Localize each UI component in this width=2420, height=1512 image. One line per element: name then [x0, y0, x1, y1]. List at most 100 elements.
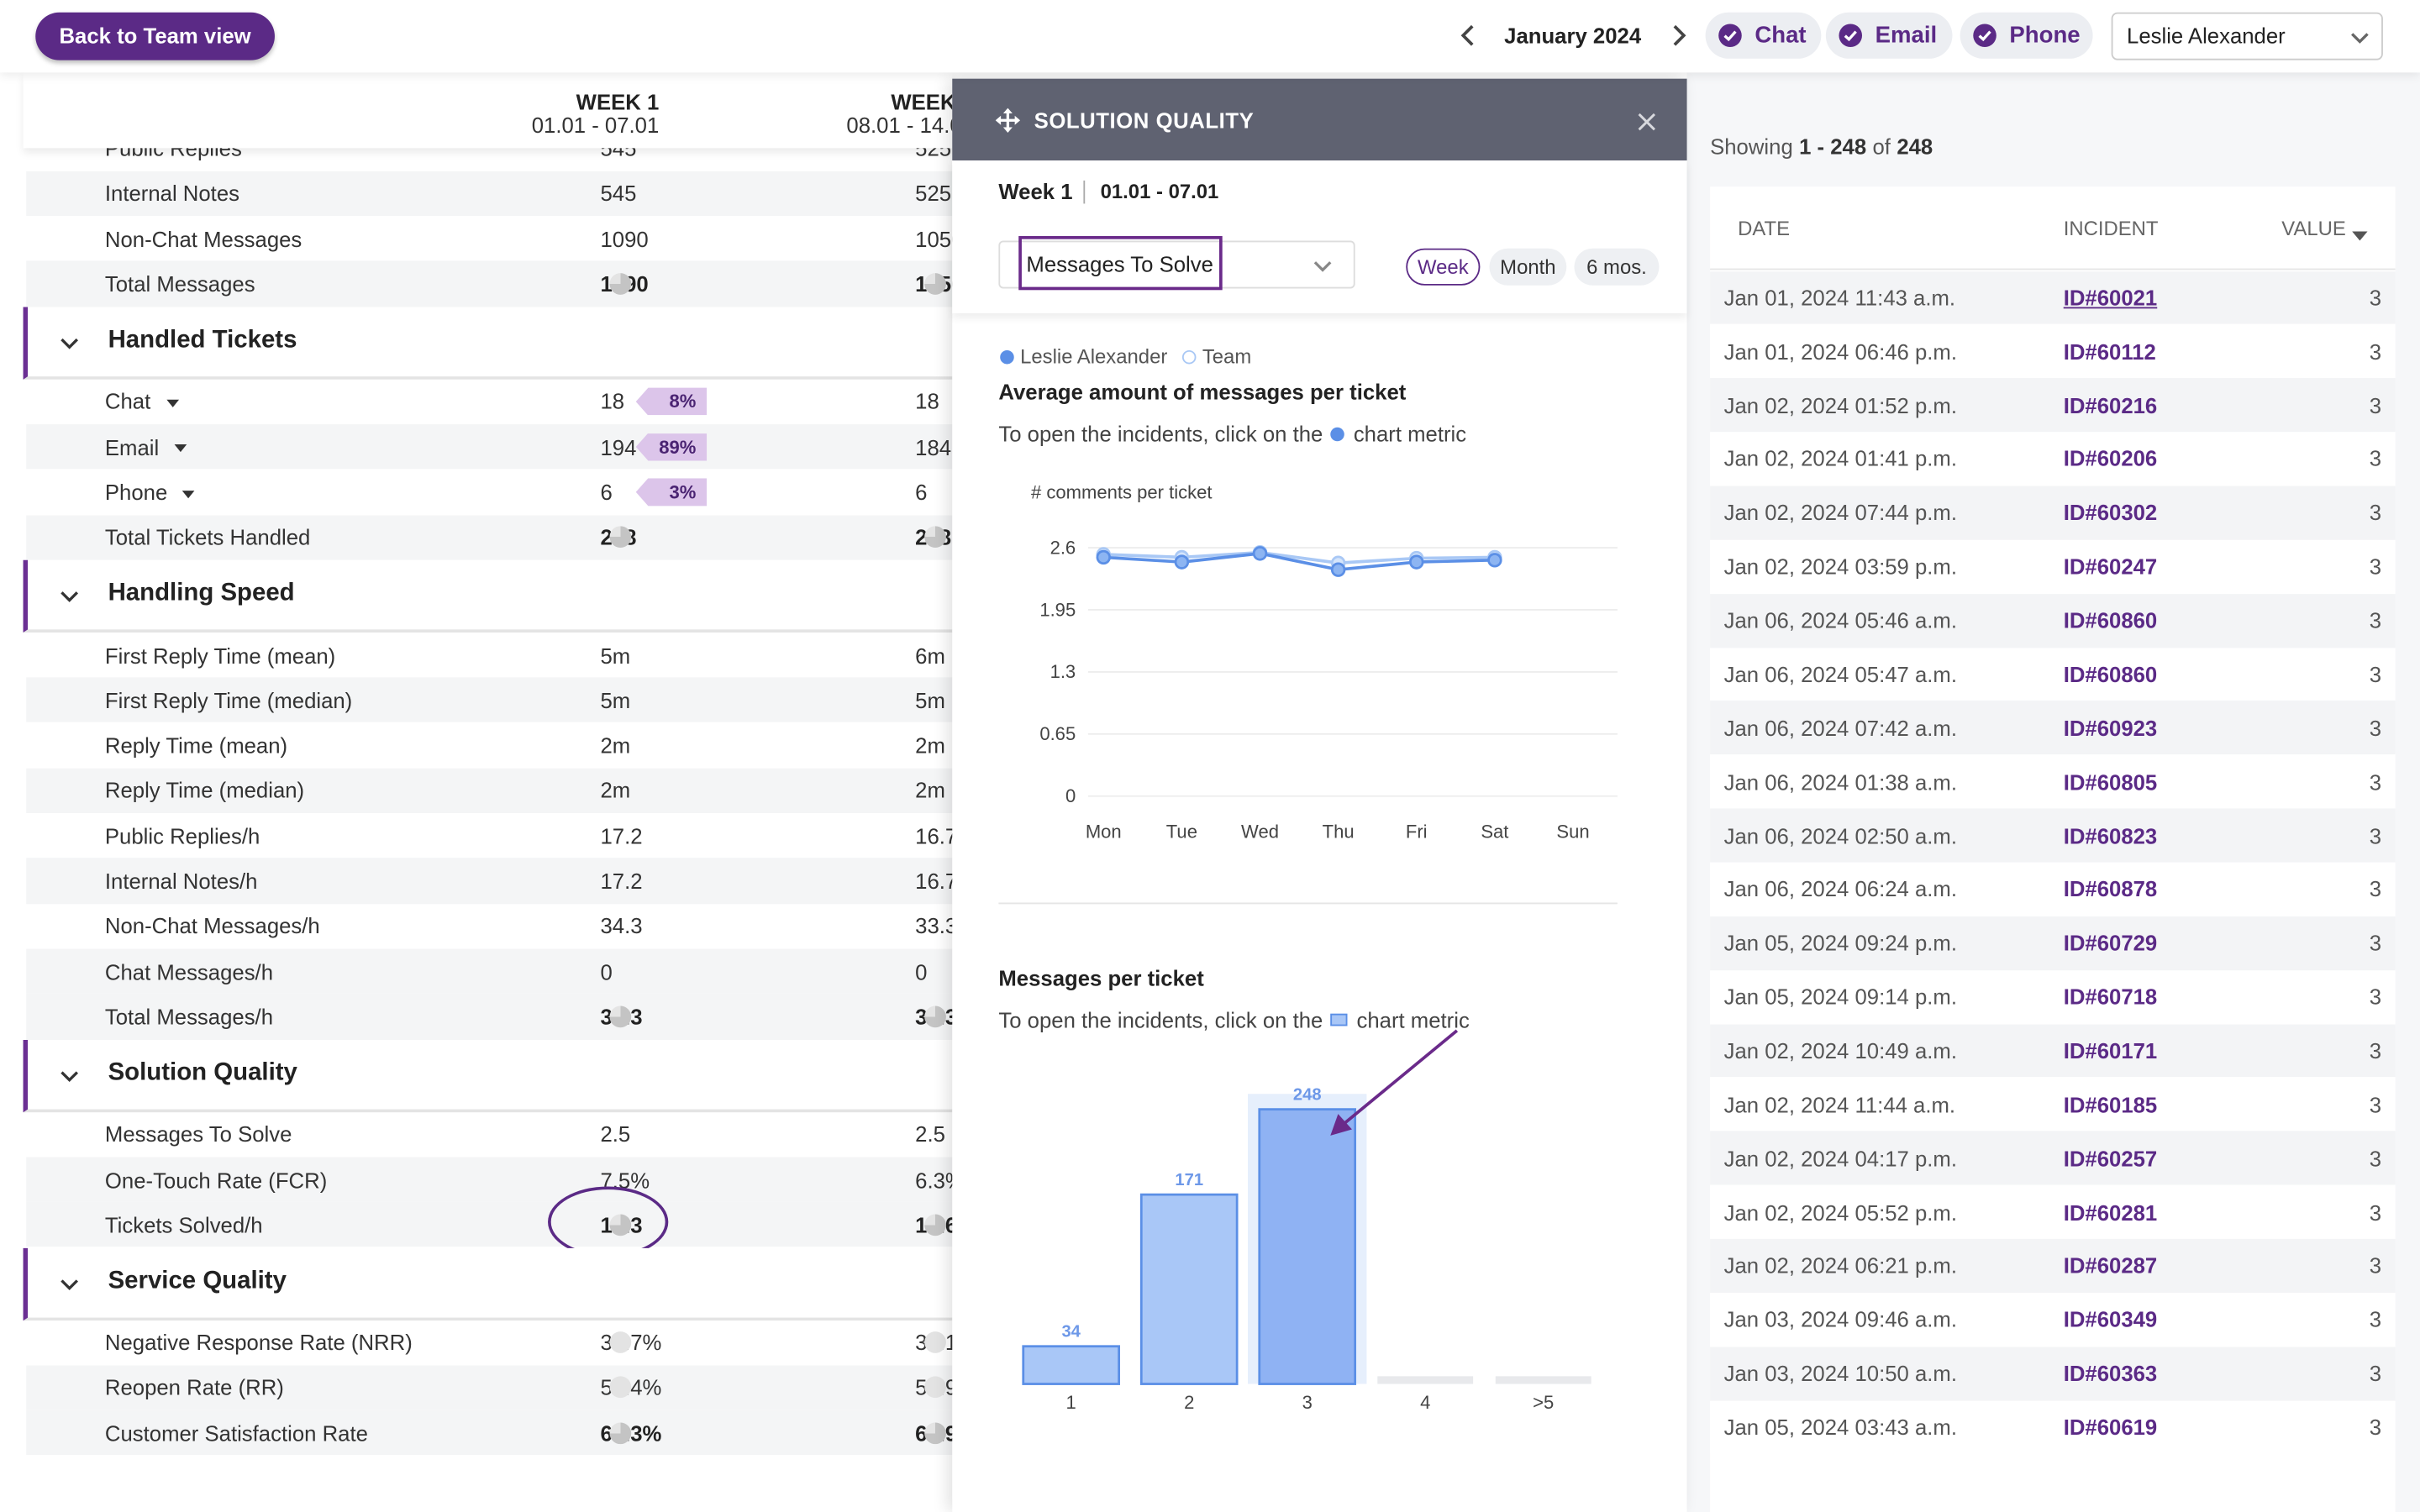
prev-month[interactable] [1459, 24, 1477, 48]
channel-check-shape[interactable] [1723, 30, 1737, 42]
row-incident[interactable]: ID#60923 [2063, 715, 2158, 741]
channel-check-shape[interactable] [1839, 24, 1863, 48]
channel-check[interactable] [1839, 24, 1863, 48]
period-button[interactable] [1489, 248, 1567, 286]
move-icon-shape[interactable] [1002, 108, 1013, 113]
pie-icon[interactable] [924, 526, 946, 549]
section-header[interactable] [23, 559, 953, 633]
pie-icon[interactable] [609, 1005, 632, 1028]
row-incident[interactable]: ID#60805 [2063, 769, 2158, 795]
check-icon[interactable] [924, 1331, 946, 1354]
row-caret[interactable] [182, 490, 196, 498]
channel-check[interactable] [1972, 24, 1996, 48]
pie-icon[interactable] [609, 1422, 632, 1444]
section-chevron-shape[interactable] [60, 339, 79, 349]
close-icon-shape[interactable] [1638, 113, 1656, 131]
row-incident[interactable]: ID#60216 [2063, 392, 2158, 418]
dropdown-chevron-shape[interactable] [1313, 261, 1332, 272]
section-chevron[interactable] [59, 332, 81, 350]
panel-header[interactable] [952, 78, 1687, 161]
section-chevron[interactable] [59, 1065, 81, 1084]
pie-icon[interactable] [924, 1005, 946, 1028]
row-incident[interactable]: ID#60112 [2063, 339, 2156, 365]
check-icon[interactable] [924, 1377, 946, 1399]
back-button-label[interactable]: Back to Team view [59, 23, 251, 48]
row-incident[interactable]: ID#60171 [2063, 1038, 2158, 1063]
section-chevron-shape[interactable] [60, 1071, 79, 1083]
pie-icon[interactable] [924, 273, 946, 295]
channel-label[interactable]: Email [1875, 22, 1938, 49]
row-caret[interactable] [166, 399, 179, 408]
close-icon[interactable] [1638, 111, 1656, 131]
section-header[interactable] [23, 306, 953, 380]
section-chevron-shape[interactable] [59, 1274, 81, 1293]
sort-caret-shape[interactable] [2352, 230, 2368, 243]
move-icon-shape[interactable] [1002, 127, 1013, 133]
section-chevron-shape[interactable] [59, 1066, 81, 1084]
row-caret[interactable] [174, 444, 187, 453]
back-button[interactable]: Back to Team view [35, 12, 275, 60]
prev-month-shape[interactable] [1459, 24, 1477, 48]
dropdown-chevron-shape[interactable] [1312, 256, 1334, 275]
section-chevron[interactable] [59, 585, 81, 604]
channel-check-shape[interactable] [1844, 30, 1857, 42]
move-icon-shape[interactable] [1014, 115, 1021, 125]
next-month-shape[interactable] [1673, 24, 1686, 46]
section-chevron[interactable] [59, 1273, 81, 1291]
row-incident[interactable]: ID#60729 [2063, 930, 2158, 956]
period-label[interactable]: Month [1500, 255, 1556, 279]
pie-icon[interactable] [609, 526, 632, 549]
pie-icon[interactable] [924, 1422, 946, 1444]
channel-check-shape[interactable] [1839, 24, 1863, 48]
row-incident[interactable]: ID#60878 [2063, 876, 2158, 902]
period-button[interactable] [1406, 248, 1481, 286]
agent-chevron[interactable] [2349, 26, 2371, 45]
pie-icon[interactable] [609, 273, 632, 295]
row-incident[interactable]: ID#60718 [2063, 984, 2158, 1010]
row-incident[interactable]: ID#60823 [2063, 822, 2158, 848]
section-header[interactable] [23, 1039, 953, 1112]
close-icon-shape[interactable] [1638, 113, 1656, 131]
move-icon-shape[interactable] [995, 108, 1021, 133]
check-icon[interactable] [609, 1377, 632, 1399]
column-header[interactable]: VALUE [2281, 217, 2346, 240]
period-label[interactable]: 6 mos. [1586, 255, 1647, 279]
channel-label[interactable]: Phone [2009, 22, 2081, 49]
row-incident[interactable]: ID#60860 [2063, 661, 2158, 687]
row-incident[interactable]: ID#60860 [2063, 607, 2158, 633]
channel-check[interactable] [1718, 24, 1742, 48]
metric-dropdown[interactable] [998, 240, 1355, 289]
row-incident[interactable]: ID#60619 [2063, 1415, 2158, 1440]
next-month-shape[interactable] [1670, 24, 1688, 48]
row-incident[interactable]: ID#60257 [2063, 1146, 2158, 1171]
channel-check-shape[interactable] [1718, 24, 1742, 48]
row-incident[interactable]: ID#60021 [2063, 285, 2158, 310]
section-chevron-shape[interactable] [60, 1279, 79, 1291]
row-incident[interactable]: ID#60302 [2063, 500, 2158, 526]
row-incident[interactable]: ID#60287 [2063, 1253, 2158, 1278]
period-label[interactable]: Week [1418, 255, 1469, 279]
channel-check-shape[interactable] [1972, 24, 1996, 48]
agent-select[interactable] [2111, 12, 2383, 60]
pie-icon[interactable] [924, 1214, 946, 1236]
channel-check-shape[interactable] [1973, 24, 1996, 48]
section-chevron-shape[interactable] [59, 333, 81, 352]
sort-caret[interactable] [2352, 222, 2368, 241]
period-button[interactable] [1574, 248, 1660, 286]
row-incident[interactable]: ID#60363 [2063, 1361, 2158, 1386]
dropdown-chevron[interactable] [1312, 255, 1334, 273]
section-chevron-shape[interactable] [60, 591, 79, 603]
prev-month-shape[interactable] [1460, 24, 1474, 46]
move-icon-shape[interactable] [995, 115, 1002, 125]
row-incident[interactable]: ID#60185 [2063, 1092, 2158, 1117]
agent-chevron-shape[interactable] [2349, 28, 2371, 46]
check-icon[interactable] [609, 1331, 632, 1354]
agent-chevron-shape[interactable] [2351, 33, 2369, 44]
row-incident[interactable]: ID#60247 [2063, 554, 2158, 580]
channel-check-shape[interactable] [1718, 24, 1742, 48]
row-incident[interactable]: ID#60206 [2063, 446, 2158, 472]
row-incident[interactable]: ID#60281 [2063, 1200, 2158, 1225]
move-icon[interactable] [995, 108, 1021, 133]
section-chevron-shape[interactable] [59, 587, 81, 606]
channel-check-shape[interactable] [1978, 30, 1991, 42]
